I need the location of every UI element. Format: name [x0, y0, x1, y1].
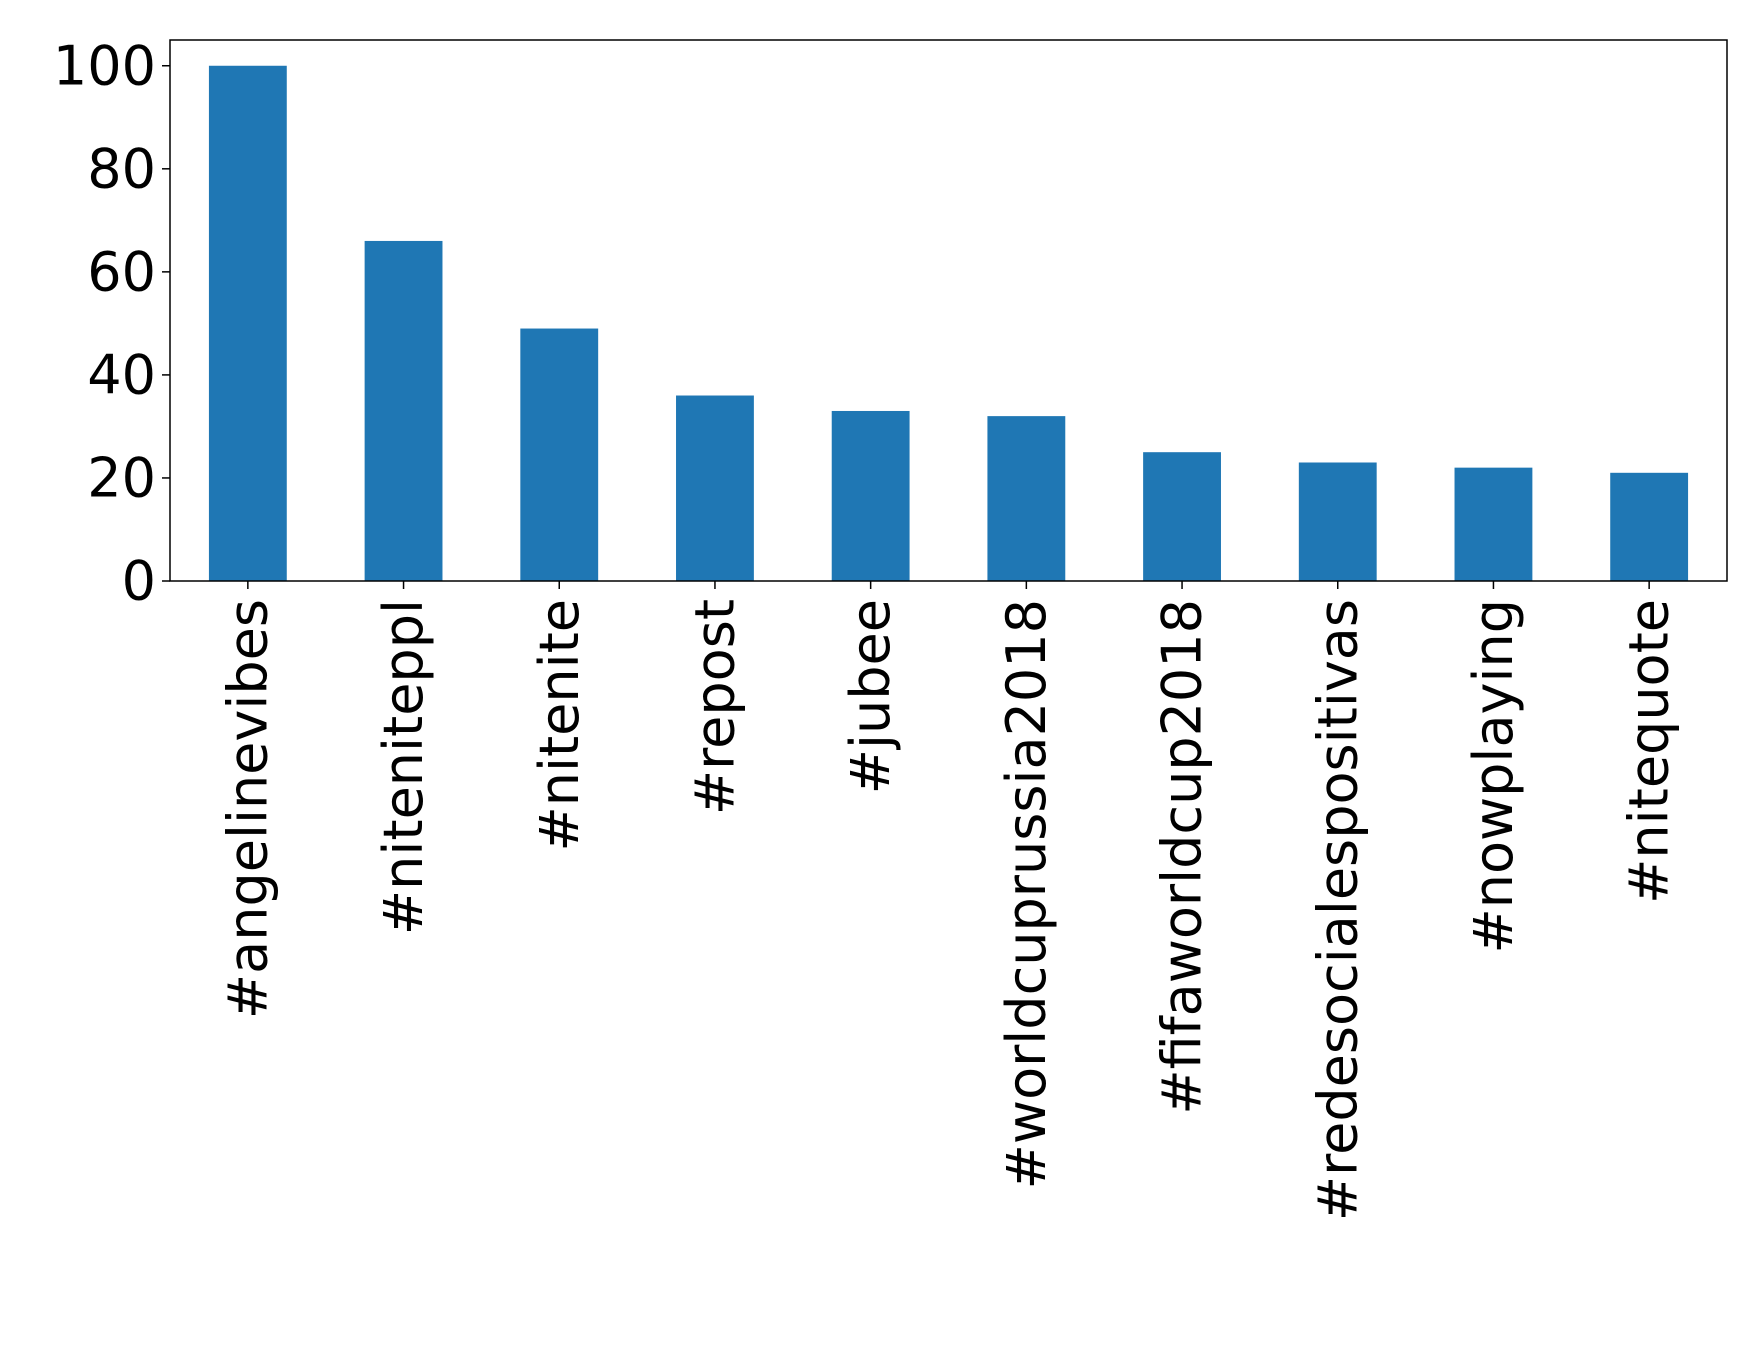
bar-6: [1143, 452, 1221, 581]
x-tick-label-5: #worldcuprussia2018: [995, 599, 1058, 1189]
bar-0: [208, 65, 287, 581]
y-tick-label-2: 40: [87, 343, 156, 406]
bar-3: [676, 395, 754, 581]
bar-8: [1454, 467, 1533, 581]
bar-4: [831, 410, 910, 581]
x-tick-label-9: #nitequote: [1618, 599, 1681, 904]
bar-9: [1610, 472, 1689, 581]
x-axis: #angelinevibes #nitenitepp​l #nitenite #rep…: [216, 581, 1681, 1221]
y-tick-label-1: 20: [87, 446, 156, 509]
y-axis: 0 20 40 60 80 100: [53, 34, 170, 613]
x-tick-label-4: #jubee: [839, 599, 902, 794]
x-tick-label-7: #redesocialespositivas: [1306, 599, 1369, 1221]
y-tick-label-4: 80: [87, 137, 156, 200]
x-tick-label-1: #nitenitepp​l: [372, 599, 435, 935]
y-tick-label-5: 100: [53, 34, 156, 97]
bar-1: [364, 240, 443, 581]
bars-group: [208, 65, 1689, 581]
x-tick-label-6: #fifaworldcup2018: [1151, 599, 1214, 1115]
plot-frame: [169, 39, 1728, 582]
y-tick-label-3: 60: [87, 240, 156, 303]
x-tick-label-8: #nowplaying: [1462, 599, 1525, 954]
y-tick-label-0: 0: [122, 550, 156, 613]
bar-5: [987, 416, 1066, 581]
x-tick-label-0: #angelinevibes: [216, 599, 279, 1019]
x-tick-label-3: #repost: [683, 599, 746, 815]
bar-7: [1298, 462, 1377, 581]
x-tick-label-2: #nitenite: [528, 599, 591, 852]
bar-2: [520, 328, 599, 581]
